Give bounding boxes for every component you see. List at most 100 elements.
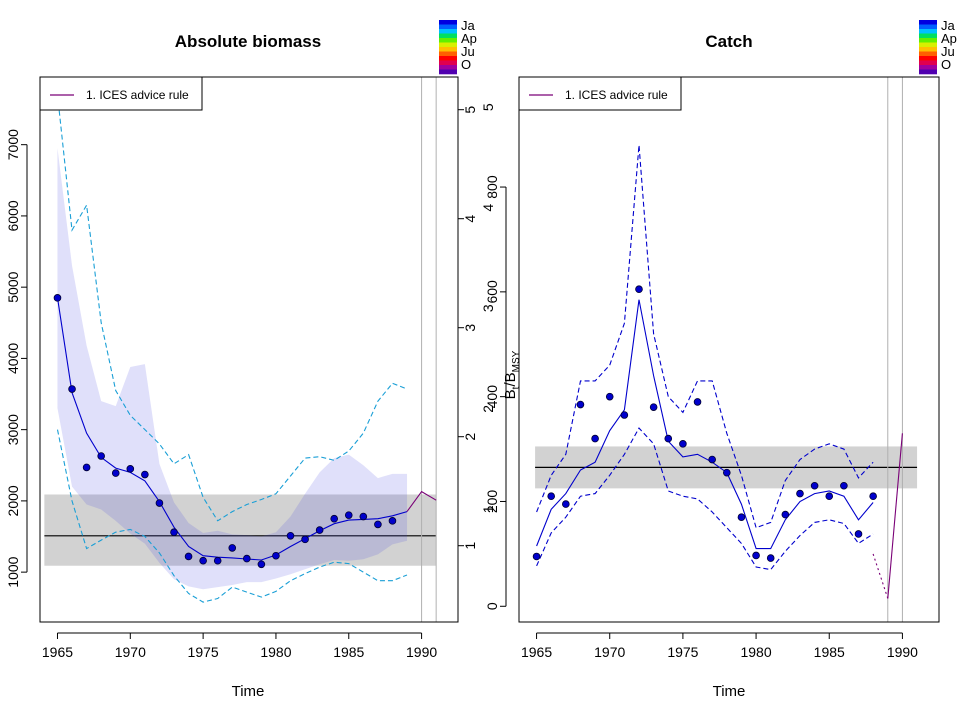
observed-point (272, 551, 280, 560)
observed-point (68, 385, 76, 393)
observed-point (301, 535, 309, 544)
y-tick-label: 800 (484, 175, 500, 199)
series-line-3 (56, 429, 408, 603)
observed-point (649, 403, 658, 411)
season-color-segment (439, 33, 457, 39)
observed-point (228, 544, 237, 552)
x-tick-label: 1990 (406, 644, 437, 660)
season-color-segment (919, 38, 937, 43)
secondary-y-tick-label: 3 (480, 304, 496, 312)
catch-panel: Catch Time 1965 1970 1975 1980 1985 1990 0 200 4… (480, 32, 940, 700)
observed-point (184, 552, 193, 561)
x-tick-label: 1985 (333, 644, 364, 660)
observed-point (315, 526, 324, 534)
y-tick-label: 4000 (5, 343, 21, 374)
series-line-4 (887, 433, 903, 599)
x-tick-label: 1990 (887, 644, 918, 660)
season-color-segment (439, 29, 457, 34)
x-axis: 1965 1970 1975 1980 1985 1990 (521, 632, 918, 660)
season-label: O (941, 57, 951, 72)
reference-band (44, 494, 437, 566)
observed-point (737, 513, 746, 521)
series-line-1 (536, 145, 874, 529)
series-line-3 (872, 553, 889, 599)
season-color-segment (439, 60, 457, 66)
plot-area (532, 77, 918, 622)
season-label: Ja (461, 18, 476, 33)
series-line-2 (56, 94, 408, 522)
season-color-segment (439, 51, 457, 57)
observed-point (679, 440, 687, 448)
season-color-segment (919, 65, 937, 70)
observed-point (359, 512, 368, 521)
observed-point (388, 517, 397, 525)
season-label: Ju (941, 44, 955, 59)
secondary-y-tick-label: 4 (462, 215, 478, 223)
season-label: Ju (461, 44, 475, 59)
x-axis: 1965 1970 1975 1980 1985 1990 (42, 632, 437, 660)
observed-point (840, 481, 848, 490)
observed-point (243, 554, 251, 563)
observed-point (576, 400, 585, 409)
y-tick-label: 3000 (5, 414, 21, 445)
observed-point (257, 560, 266, 569)
y-tick-label: 600 (484, 280, 500, 304)
season-color-segment (919, 33, 937, 39)
season-color-segment (439, 42, 457, 48)
y-tick-label: 5000 (5, 271, 21, 302)
season-color-segment (919, 24, 937, 30)
observed-point (781, 510, 790, 519)
observed-point (796, 489, 804, 498)
x-tick-label: 1970 (594, 644, 625, 660)
observed-point (591, 434, 599, 443)
secondary-y-axis: 1 2 3 4 5 (458, 106, 478, 550)
plot-frame (39, 76, 459, 623)
observed-point (213, 556, 222, 565)
observed-point (126, 465, 135, 473)
season-color-segment (439, 69, 457, 75)
x-axis-title: Time (232, 683, 265, 700)
y-axis: 0 200 400 600 800 (484, 175, 507, 610)
absolute-biomass-panel: Absolute biomass Time 1965 1970 1975 1980 19… (5, 32, 478, 700)
season-color-segment (439, 20, 457, 25)
season-color-segment (919, 29, 937, 34)
observed-point (723, 468, 731, 477)
secondary-y-tick-label: 3 (462, 324, 478, 332)
legend: 1. ICES advice rule (39, 76, 203, 111)
secondary-y-tick-label: 1 (480, 505, 496, 513)
series-line-1 (406, 490, 437, 512)
legend-box (518, 76, 682, 111)
observed-point (562, 500, 570, 508)
observed-point (286, 531, 295, 540)
series-line-2 (536, 427, 874, 571)
observed-point (344, 511, 353, 519)
y-tick-label: 0 (484, 602, 500, 610)
observed-point (155, 499, 164, 507)
season-color-segment (919, 20, 937, 25)
observed-point (766, 554, 775, 562)
secondary-y-tick-label: 5 (462, 106, 478, 114)
observed-point (97, 452, 105, 460)
x-tick-label: 1980 (740, 644, 771, 660)
x-tick-label: 1965 (521, 644, 552, 660)
season-label: Ja (941, 18, 956, 33)
chart-title: Absolute biomass (175, 32, 321, 51)
x-tick-label: 1985 (814, 644, 845, 660)
y-tick-label: 7000 (5, 129, 21, 160)
season-color-segment (439, 65, 457, 70)
observed-point (693, 398, 702, 406)
x-tick-label: 1980 (260, 644, 291, 660)
chart-title: Catch (705, 32, 752, 51)
season-color-segment (919, 51, 937, 57)
season-color-segment (919, 47, 937, 52)
observed-point (825, 492, 834, 501)
observed-point (664, 434, 673, 443)
legend: 1. ICES advice rule (518, 76, 682, 111)
observed-point (854, 530, 863, 538)
observed-point (810, 481, 819, 490)
observed-point (141, 470, 149, 479)
secondary-y-tick-label: 4 (480, 204, 496, 212)
